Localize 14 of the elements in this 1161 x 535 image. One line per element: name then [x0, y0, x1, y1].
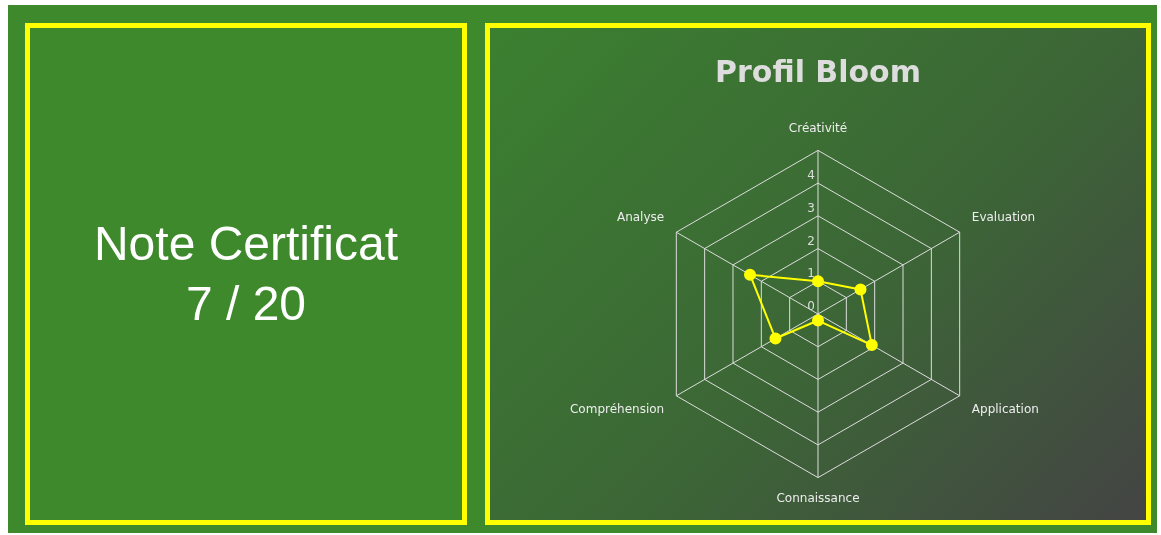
- text: Note Certificat: [93, 216, 399, 272]
- y-tick-label: 4: [807, 168, 815, 183]
- y-tick-label: 3: [807, 200, 815, 215]
- spoke-label: Analyse: [616, 210, 665, 225]
- chart-title: Profil Bloom: [715, 53, 921, 89]
- spoke-label: Connaissance: [776, 490, 860, 505]
- spoke-label: Evaluation: [971, 210, 1036, 225]
- spoke-label: Application: [971, 402, 1039, 417]
- y-tick-label: 0: [807, 299, 815, 314]
- y-tick-label: 1: [807, 266, 815, 281]
- spoke-label: Compréhension: [569, 402, 665, 417]
- y-tick-label: 2: [807, 233, 815, 248]
- text: 7 / 20: [185, 276, 307, 332]
- spoke-label: Créativité: [788, 121, 848, 136]
